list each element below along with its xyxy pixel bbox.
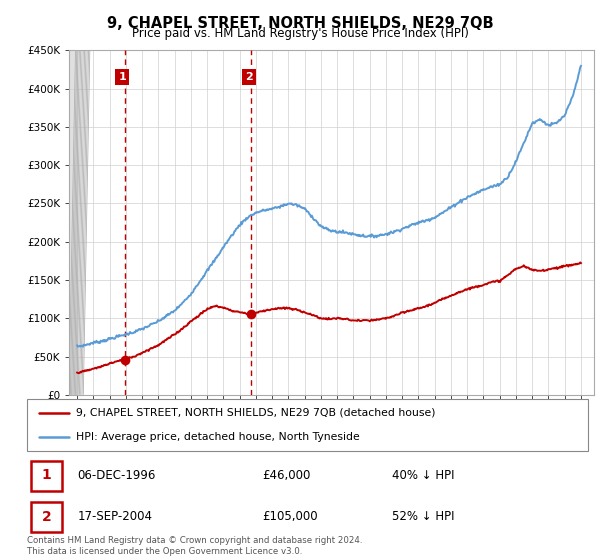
Text: 52% ↓ HPI: 52% ↓ HPI	[392, 510, 454, 523]
Text: 06-DEC-1996: 06-DEC-1996	[77, 469, 156, 482]
Text: Price paid vs. HM Land Registry's House Price Index (HPI): Price paid vs. HM Land Registry's House …	[131, 27, 469, 40]
Bar	[69, 50, 77, 395]
Text: 2: 2	[245, 72, 253, 82]
FancyBboxPatch shape	[31, 461, 62, 491]
Text: Contains HM Land Registry data © Crown copyright and database right 2024.
This d: Contains HM Land Registry data © Crown c…	[27, 536, 362, 556]
Text: 9, CHAPEL STREET, NORTH SHIELDS, NE29 7QB: 9, CHAPEL STREET, NORTH SHIELDS, NE29 7Q…	[107, 16, 493, 31]
Text: 1: 1	[118, 72, 126, 82]
Text: 17-SEP-2004: 17-SEP-2004	[77, 510, 152, 523]
Text: 2: 2	[42, 510, 52, 524]
Text: £46,000: £46,000	[263, 469, 311, 482]
Text: HPI: Average price, detached house, North Tyneside: HPI: Average price, detached house, Nort…	[76, 432, 360, 442]
Text: 40% ↓ HPI: 40% ↓ HPI	[392, 469, 454, 482]
Text: 9, CHAPEL STREET, NORTH SHIELDS, NE29 7QB (detached house): 9, CHAPEL STREET, NORTH SHIELDS, NE29 7Q…	[76, 408, 436, 418]
Text: £105,000: £105,000	[263, 510, 318, 523]
FancyBboxPatch shape	[27, 399, 588, 451]
FancyBboxPatch shape	[31, 502, 62, 533]
Text: 1: 1	[42, 468, 52, 482]
